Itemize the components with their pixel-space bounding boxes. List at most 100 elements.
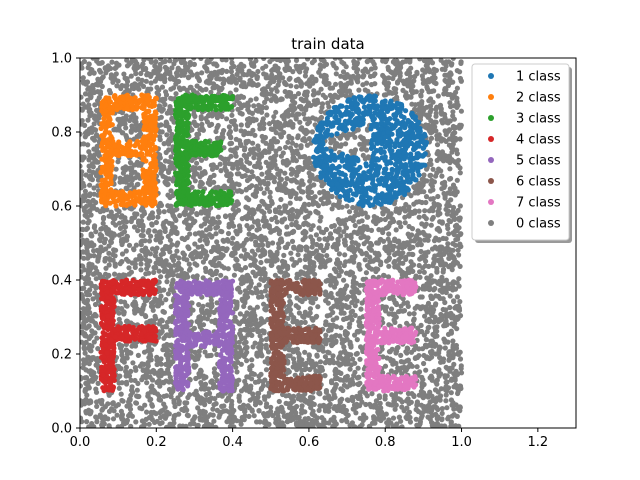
class-0-point (147, 352, 153, 358)
class-0-point (87, 182, 93, 188)
class-0-point (322, 292, 329, 298)
class-0-point (251, 103, 257, 109)
class-0-point (281, 129, 287, 136)
class-0-point (158, 274, 164, 280)
class-0-point (414, 364, 420, 370)
class-0-point (117, 225, 124, 231)
class-0-point (324, 242, 331, 248)
class-0-point (338, 268, 344, 274)
class-0-point (271, 179, 277, 185)
class-0-point (144, 297, 150, 303)
class-0-point (123, 125, 129, 131)
class-0-point (441, 181, 447, 187)
class-0-point (263, 367, 270, 373)
class-0-point (262, 288, 268, 294)
class-0-point (441, 246, 447, 252)
class-0-point (419, 88, 425, 94)
class-0-point (429, 246, 436, 252)
class-0-point (274, 410, 280, 416)
class-0-point (311, 58, 317, 64)
class-0-point (261, 71, 267, 77)
class-0-point (310, 115, 316, 121)
class-0-point (359, 422, 365, 428)
class-0-point (262, 99, 268, 105)
class-0-point (435, 193, 441, 200)
class-0-point (254, 287, 260, 293)
class-0-point (97, 231, 103, 238)
class-0-point (106, 250, 112, 256)
class-0-point (84, 97, 91, 103)
class-0-point (194, 71, 200, 77)
class-0-point (325, 300, 331, 306)
class-0-point (352, 312, 358, 318)
class-0-point (100, 216, 107, 222)
class-0-point (451, 298, 457, 305)
class-0-point (359, 251, 365, 257)
class-0-point (268, 138, 274, 144)
class-0-point (253, 193, 259, 199)
class-0-point (352, 213, 358, 219)
class-0-point (266, 168, 272, 174)
class-0-point (211, 418, 217, 424)
class-0-point (112, 253, 118, 259)
class-0-point (260, 149, 266, 155)
class-0-point (285, 265, 291, 272)
class-0-point (298, 319, 304, 326)
class-0-point (312, 413, 318, 419)
class-0-point (342, 240, 348, 246)
class-0-point (331, 202, 337, 208)
class-0-point (244, 223, 250, 229)
class-0-point (288, 300, 294, 307)
class-0-point (299, 298, 305, 305)
class-0-point (423, 367, 429, 373)
class-0-point (127, 117, 133, 124)
class-0-point (443, 398, 449, 404)
class-0-point (287, 200, 293, 206)
class-0-point (270, 240, 276, 246)
class-0-point (163, 243, 169, 250)
class-0-point (220, 80, 227, 86)
class-0-point (208, 268, 214, 274)
class-0-point (451, 384, 457, 390)
class-0-point (402, 272, 409, 278)
class-0-point (330, 244, 336, 250)
class-0-point (398, 352, 404, 358)
class-0-point (82, 388, 88, 394)
class-0-point (346, 209, 353, 215)
class-0-point (433, 106, 439, 112)
class-0-point (457, 299, 463, 305)
class-0-point (418, 322, 424, 328)
class-0-point (315, 90, 322, 96)
class-0-point (381, 273, 387, 279)
class-0-point (330, 323, 336, 329)
class-0-point (432, 285, 438, 292)
class-0-point (333, 280, 339, 286)
class-0-point (363, 270, 369, 276)
class-0-point (350, 395, 356, 401)
class-0-point (458, 365, 464, 372)
class-0-point (273, 109, 279, 115)
class-0-point (235, 286, 241, 292)
class-0-point (112, 232, 118, 238)
class-0-point (269, 216, 275, 222)
class-0-point (368, 227, 375, 233)
class-0-point (341, 262, 347, 269)
class-0-point (455, 247, 461, 253)
class-0-point (457, 136, 463, 142)
class-0-point (314, 241, 320, 248)
class-0-point (285, 209, 291, 215)
class-0-point (251, 413, 257, 419)
class-0-point (268, 408, 274, 415)
class-0-point (219, 113, 225, 120)
class-0-point (261, 190, 267, 196)
class-0-point (234, 171, 240, 177)
class-0-point (343, 141, 349, 147)
class-0-point (99, 397, 105, 404)
class-0-point (126, 370, 132, 376)
class-0-point (293, 260, 300, 266)
class-0-point (119, 416, 125, 422)
class-0-point (371, 404, 377, 410)
class-0-point (140, 227, 146, 233)
class-0-point (429, 354, 435, 360)
class-0-point (100, 220, 106, 226)
